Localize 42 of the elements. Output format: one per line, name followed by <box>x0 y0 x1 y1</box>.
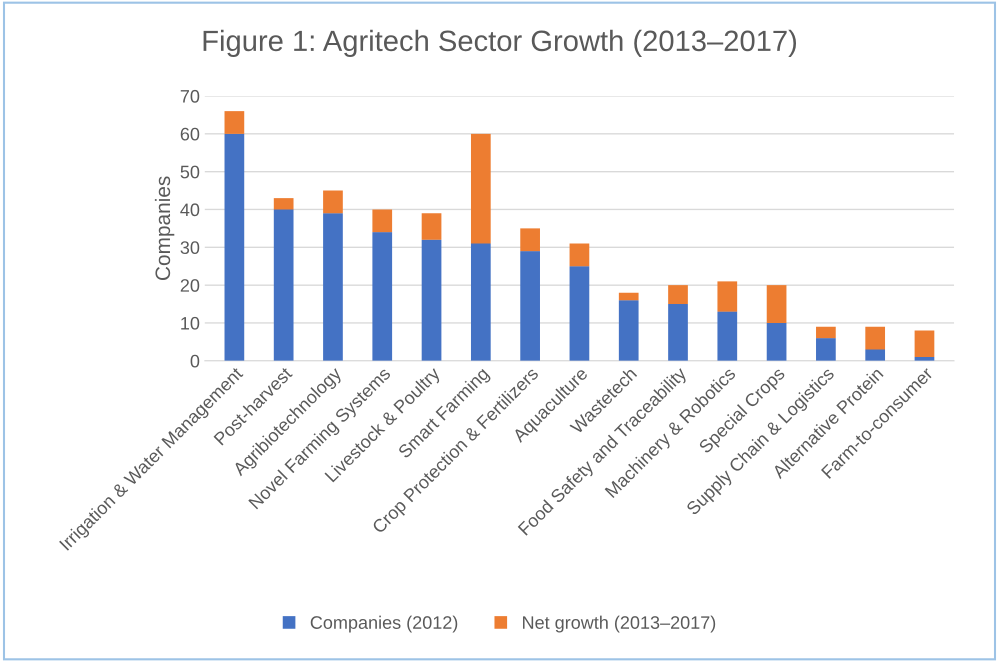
bar <box>914 357 934 361</box>
y-tick-label: 0 <box>190 354 200 368</box>
bar <box>224 134 244 361</box>
bar <box>618 300 639 361</box>
bar <box>224 111 244 134</box>
bar <box>668 285 688 304</box>
bar <box>618 292 639 300</box>
chart-title: Figure 1: Agritech Sector Growth (2013–2017) <box>204 30 796 57</box>
bar <box>914 330 934 358</box>
bar <box>865 349 886 361</box>
bar <box>470 244 491 361</box>
bar <box>470 134 491 244</box>
bar <box>816 326 836 338</box>
y-tick-label: 50 <box>180 166 200 178</box>
y-axis-title: Companies <box>154 176 174 280</box>
bar <box>865 326 886 350</box>
legend-label: Net growth (2013–2017) <box>523 616 716 633</box>
y-tick-label: 40 <box>180 203 200 216</box>
bar <box>570 244 590 266</box>
bar <box>816 338 836 361</box>
y-tick-label: 30 <box>180 241 200 254</box>
bar <box>274 209 294 361</box>
legend-label: Companies (2012) <box>310 616 458 633</box>
bar <box>717 312 738 361</box>
y-tick-label: 60 <box>180 128 200 141</box>
bar <box>668 304 688 361</box>
bar <box>323 190 343 214</box>
bar <box>766 322 786 361</box>
bar <box>422 240 442 361</box>
y-tick-label: 20 <box>180 279 200 292</box>
bar <box>422 213 442 240</box>
bar <box>717 281 738 312</box>
y-tick-label: 70 <box>180 90 200 103</box>
bar <box>372 209 392 232</box>
bar <box>274 198 294 210</box>
bar <box>323 213 343 361</box>
bar <box>520 228 540 252</box>
y-tick-label: 10 <box>181 316 200 330</box>
bar <box>372 232 392 361</box>
bar <box>766 285 786 323</box>
bar <box>570 266 590 361</box>
bar <box>520 251 540 361</box>
